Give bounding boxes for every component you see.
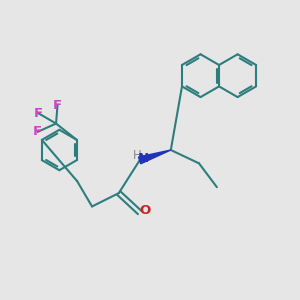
Text: O: O	[139, 204, 151, 218]
Text: H: H	[133, 148, 142, 162]
Text: N: N	[138, 152, 149, 165]
Polygon shape	[139, 150, 171, 164]
Text: F: F	[33, 125, 42, 138]
Text: F: F	[53, 99, 62, 112]
Text: F: F	[34, 106, 43, 120]
